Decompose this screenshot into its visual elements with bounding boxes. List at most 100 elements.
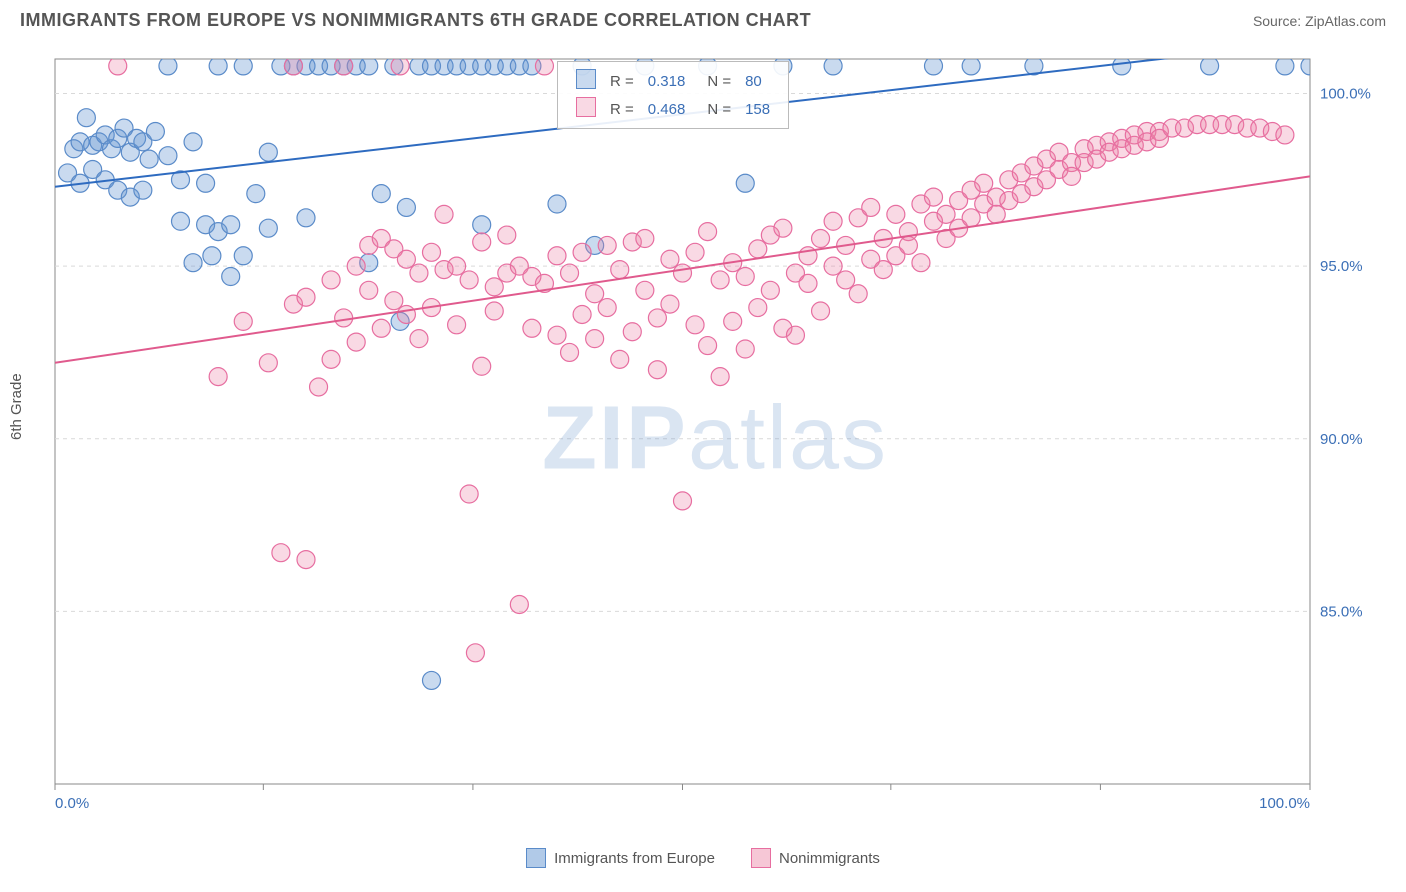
data-point [711, 271, 729, 289]
data-point [799, 274, 817, 292]
data-point [423, 243, 441, 261]
data-point [1063, 167, 1081, 185]
data-point [535, 57, 553, 75]
data-point [962, 57, 980, 75]
data-point [561, 264, 579, 282]
data-point [466, 644, 484, 662]
data-point [410, 330, 428, 348]
data-point [460, 485, 478, 503]
y-tick-label: 90.0% [1320, 431, 1363, 448]
data-point [661, 250, 679, 268]
data-point [222, 268, 240, 286]
data-point [1301, 57, 1319, 75]
data-point [824, 212, 842, 230]
data-point [925, 57, 943, 75]
data-point [347, 257, 365, 275]
data-point [209, 57, 227, 75]
data-point [736, 340, 754, 358]
data-point [1276, 126, 1294, 144]
data-point [648, 309, 666, 327]
data-point [623, 323, 641, 341]
legend-swatch [576, 97, 596, 117]
legend-bottom: Immigrants from Europe Nonimmigrants [0, 848, 1406, 872]
data-point [397, 305, 415, 323]
data-point [172, 212, 190, 230]
data-point [372, 319, 390, 337]
data-point [335, 57, 353, 75]
y-axis-label: 6th Grade [8, 373, 25, 440]
data-point [448, 316, 466, 334]
legend-label: Nonimmigrants [779, 850, 880, 867]
data-point [812, 302, 830, 320]
y-tick-label: 85.0% [1320, 603, 1363, 620]
data-point [987, 205, 1005, 223]
data-point [77, 109, 95, 127]
data-point [711, 368, 729, 386]
n-value: 158 [739, 96, 776, 122]
data-point [335, 309, 353, 327]
data-point [360, 281, 378, 299]
data-point [736, 174, 754, 192]
data-point [184, 254, 202, 272]
data-point [573, 305, 591, 323]
data-point [372, 185, 390, 203]
data-point [322, 350, 340, 368]
data-point [347, 333, 365, 351]
x-tick-label: 100.0% [1259, 795, 1310, 812]
data-point [862, 198, 880, 216]
data-point [548, 247, 566, 265]
data-point [611, 350, 629, 368]
data-point [203, 247, 221, 265]
data-point [423, 671, 441, 689]
data-point [849, 285, 867, 303]
data-point [761, 281, 779, 299]
data-point [184, 133, 202, 151]
data-point [749, 240, 767, 258]
data-point [548, 326, 566, 344]
data-point [498, 226, 516, 244]
data-point [397, 198, 415, 216]
data-point [234, 247, 252, 265]
source-attribution: Source: ZipAtlas.com [1253, 13, 1386, 29]
data-point [322, 271, 340, 289]
data-point [259, 354, 277, 372]
data-point [397, 250, 415, 268]
data-point [812, 230, 830, 248]
scatter-chart-svg: 85.0%90.0%95.0%100.0%0.0%100.0% [50, 54, 1380, 824]
chart-area: 85.0%90.0%95.0%100.0%0.0%100.0% ZIPatlas… [50, 54, 1380, 824]
data-point [485, 302, 503, 320]
data-point [247, 185, 265, 203]
data-point [259, 219, 277, 237]
y-tick-label: 100.0% [1320, 86, 1371, 103]
data-point [460, 271, 478, 289]
data-point [485, 278, 503, 296]
legend-swatch [751, 848, 771, 868]
data-point [912, 254, 930, 272]
data-point [962, 209, 980, 227]
legend-item: Nonimmigrants [751, 848, 880, 868]
data-point [435, 205, 453, 223]
legend-label: Immigrants from Europe [554, 850, 715, 867]
data-point [598, 299, 616, 317]
data-point [661, 295, 679, 313]
data-point [272, 544, 290, 562]
data-point [636, 230, 654, 248]
data-point [636, 281, 654, 299]
data-point [548, 195, 566, 213]
data-point [134, 181, 152, 199]
data-point [234, 312, 252, 330]
chart-title: IMMIGRANTS FROM EUROPE VS NONIMMIGRANTS … [20, 10, 811, 31]
data-point [297, 209, 315, 227]
n-value: 80 [739, 68, 776, 94]
data-point [887, 205, 905, 223]
data-point [674, 492, 692, 510]
data-point [975, 174, 993, 192]
data-point [598, 236, 616, 254]
data-point [561, 343, 579, 361]
data-point [586, 285, 604, 303]
data-point [297, 551, 315, 569]
data-point [391, 57, 409, 75]
data-point [699, 223, 717, 241]
y-tick-label: 95.0% [1320, 258, 1363, 275]
data-point [899, 236, 917, 254]
